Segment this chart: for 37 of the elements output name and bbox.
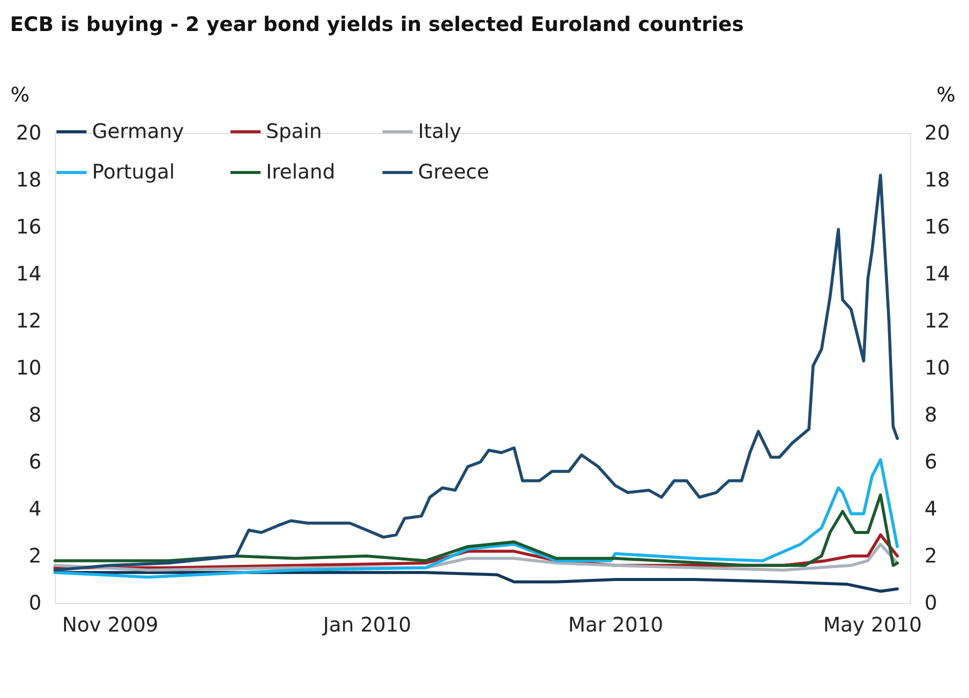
y2-tick-label: 20: [924, 120, 950, 144]
y2-axis-title: %: [936, 82, 956, 106]
y2-tick-label: 0: [924, 590, 938, 614]
legend-label: Greece: [418, 160, 490, 184]
y2-tick-label: 10: [924, 356, 950, 380]
legend-label: Ireland: [266, 160, 336, 184]
y-tick-label: 12: [16, 308, 42, 332]
y2-tick-label: 8: [924, 402, 938, 426]
x-tick-label: May 2010: [823, 612, 922, 636]
x-tick-label: Nov 2009: [62, 612, 158, 636]
y-tick-label: 6: [28, 450, 42, 474]
legend-label: Portugal: [92, 160, 175, 184]
y-tick-label: 4: [28, 496, 42, 520]
line-series: [54, 458, 899, 579]
legend-label: Italy: [418, 118, 462, 143]
y2-tick-label: 12: [924, 308, 950, 332]
chart-title: ECB is buying - 2 year bond yields in selected Euroland countries: [10, 12, 744, 36]
line-series: [54, 493, 899, 567]
y-tick-label: 0: [28, 590, 42, 614]
y-axis-title: %: [10, 82, 30, 106]
y2-tick-label: 4: [924, 496, 938, 520]
y2-tick-label: 2: [924, 544, 938, 568]
x-tick-label: Mar 2010: [568, 612, 664, 636]
y2-tick-label: 16: [924, 214, 950, 238]
y2-tick-label: 6: [924, 450, 938, 474]
x-tick-label: Jan 2010: [321, 612, 412, 636]
y2-tick-label: 18: [924, 168, 950, 192]
y-tick-label: 2: [28, 544, 42, 568]
y-tick-label: 8: [28, 402, 42, 426]
y-tick-label: 10: [16, 356, 42, 380]
legend-label: Germany: [92, 118, 184, 143]
y-tick-label: 18: [16, 168, 42, 192]
y2-tick-label: 14: [924, 262, 950, 286]
y-tick-label: 20: [16, 120, 42, 144]
y-tick-label: 14: [16, 262, 42, 286]
legend-label: Spain: [266, 118, 322, 143]
y-tick-label: 16: [16, 214, 42, 238]
